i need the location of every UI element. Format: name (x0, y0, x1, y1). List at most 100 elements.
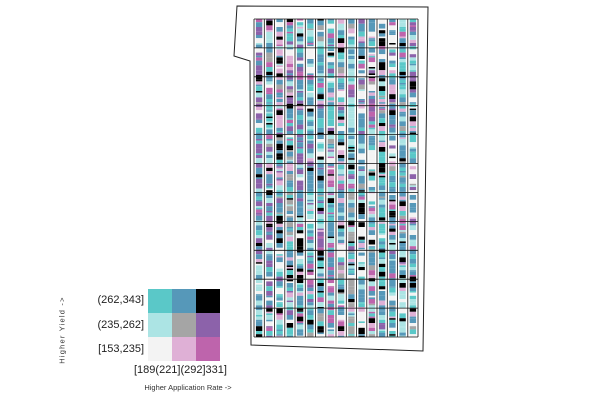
yield-strip-segment (276, 254, 283, 256)
yield-strip-segment (409, 199, 417, 203)
yield-strip-segment (327, 300, 335, 304)
legend-swatch-low-yield-mid-rate (172, 337, 196, 361)
yield-strip-segment (266, 116, 273, 119)
yield-strip-segment (389, 187, 396, 189)
yield-strip-segment (399, 262, 406, 264)
yield-strip-segment (266, 151, 273, 155)
yield-strip-segment (378, 118, 386, 123)
yield-strip-segment (327, 287, 335, 293)
yield-strip-segment (276, 315, 283, 320)
yield-strip-segment (296, 119, 304, 125)
yield-strip-segment (368, 22, 376, 27)
yield-strip-segment (399, 206, 406, 211)
yield-strip-segment (389, 30, 396, 32)
yield-strip-segment (348, 220, 355, 226)
yield-strip-segment (255, 316, 263, 320)
yield-strip-segment (286, 268, 294, 271)
yield-strip-segment (327, 151, 335, 157)
yield-strip-segment (358, 241, 365, 243)
yield-strip-segment (399, 267, 406, 271)
yield-strip-segment (409, 70, 417, 72)
yield-strip-segment (378, 161, 386, 163)
yield-strip-segment (327, 119, 335, 123)
yield-strip-segment (307, 41, 314, 43)
yield-strip-segment (266, 308, 273, 312)
yield-strip-segment (389, 60, 396, 64)
yield-strip-segment (286, 113, 294, 115)
yield-strip-segment (327, 195, 335, 199)
yield-strip-segment (358, 188, 365, 191)
yield-strip-segment (389, 49, 396, 53)
yield-strip-segment (327, 55, 335, 58)
yield-strip-segment (296, 156, 304, 160)
yield-strip-segment (409, 65, 417, 71)
yield-strip-segment (286, 191, 294, 195)
yield-strip-segment (389, 22, 396, 26)
yield-strip-segment (358, 38, 365, 42)
yield-strip-segment (317, 180, 324, 184)
yield-strip-segment (255, 246, 263, 250)
yield-strip-segment (348, 316, 355, 319)
yield-strip-segment (409, 239, 417, 242)
yield-strip-segment (307, 199, 314, 202)
yield-strip-segment (317, 110, 324, 115)
yield-strip-segment (317, 231, 324, 237)
yield-strip-segment (317, 332, 324, 335)
yield-strip-segment (409, 71, 417, 77)
yield-strip-segment (276, 95, 283, 98)
yield-strip-segment (348, 139, 355, 141)
yield-strip-segment (399, 291, 406, 295)
yield-strip-segment (389, 57, 396, 61)
yield-strip-segment (276, 214, 283, 216)
yield-strip-segment (327, 123, 335, 127)
yield-strip-segment (399, 326, 406, 328)
yield-strip-segment (307, 257, 314, 261)
yield-strip-segment (317, 81, 324, 83)
yield-strip-segment (368, 318, 376, 323)
yield-strip-segment (327, 244, 335, 248)
yield-strip-segment (348, 334, 355, 336)
yield-strip-segment (286, 156, 294, 159)
yield-strip-segment (348, 268, 355, 271)
yield-strip-segment (317, 148, 324, 152)
yield-strip-segment (266, 225, 273, 227)
yield-strip-segment (389, 278, 396, 283)
yield-strip-segment (389, 223, 396, 226)
yield-strip-segment (266, 276, 273, 280)
yield-strip-segment (399, 313, 406, 315)
yield-strip-segment (368, 76, 376, 79)
yield-strip-segment (409, 19, 417, 23)
yield-strip-segment (317, 267, 324, 269)
yield-strip-segment (409, 97, 417, 103)
yield-strip-segment (266, 243, 273, 248)
yield-strip-segment (255, 334, 263, 337)
yield-strip-segment (368, 84, 376, 90)
yield-strip-segment (399, 139, 406, 144)
yield-strip-segment (358, 113, 365, 119)
yield-strip-segment (255, 119, 263, 123)
yield-strip-segment (409, 271, 417, 275)
yield-strip-segment (389, 166, 396, 171)
yield-strip-segment (317, 65, 324, 71)
yield-strip-segment (348, 302, 355, 304)
yield-strip-segment (266, 286, 273, 291)
yield-strip-segment (317, 195, 324, 197)
yield-strip-segment (399, 108, 406, 112)
yield-strip-segment (317, 257, 324, 261)
yield-strip-segment (409, 283, 417, 288)
yield-strip-segment (399, 241, 406, 243)
yield-strip-segment (399, 59, 406, 63)
yield-strip-segment (317, 308, 324, 314)
yield-strip-segment (348, 307, 355, 312)
yield-strip-segment (399, 57, 406, 59)
yield-strip-segment (368, 244, 376, 247)
yield-strip-segment (337, 183, 345, 189)
yield-strip-segment (348, 265, 355, 269)
yield-strip-segment (409, 305, 417, 309)
yield-strip-segment (409, 39, 417, 43)
yield-strip-segment (409, 329, 417, 335)
yield-strip-segment (276, 127, 283, 131)
yield-strip-segment (307, 60, 314, 64)
yield-strip-segment (399, 215, 406, 219)
yield-strip-segment (389, 79, 396, 85)
